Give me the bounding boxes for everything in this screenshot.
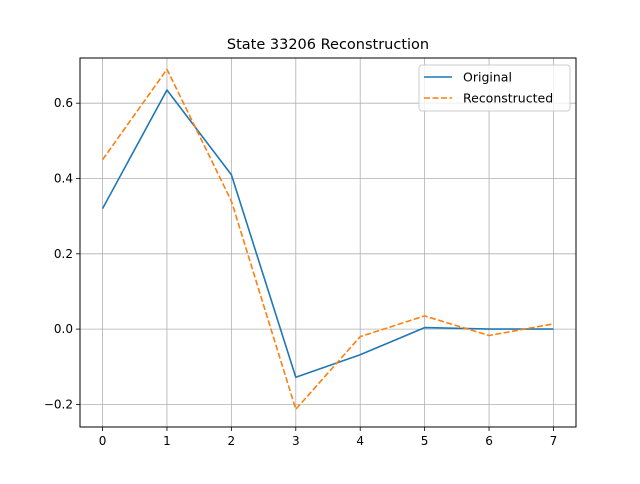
legend-box bbox=[418, 64, 571, 112]
y-tick-label: −0.2 bbox=[44, 397, 73, 411]
x-tick-label: 4 bbox=[356, 434, 364, 448]
x-tick-label: 2 bbox=[228, 434, 236, 448]
legend-label: Reconstructed bbox=[463, 91, 553, 106]
y-tick-label: 0.4 bbox=[54, 171, 73, 185]
x-tick-label: 5 bbox=[421, 434, 429, 448]
series-line-original bbox=[101, 89, 554, 379]
legend: Original Reconstructed bbox=[418, 64, 571, 112]
x-tick-label: 1 bbox=[163, 434, 171, 448]
y-tick-label: 0.6 bbox=[54, 96, 73, 110]
legend-label: Original bbox=[463, 70, 512, 85]
x-tick-label: 0 bbox=[99, 434, 107, 448]
x-tick-label: 7 bbox=[550, 434, 558, 448]
y-tick-label: 0.2 bbox=[54, 247, 73, 261]
x-tick-label: 3 bbox=[292, 434, 300, 448]
plot-area-frame bbox=[79, 57, 577, 428]
x-tick-label: 6 bbox=[485, 434, 493, 448]
chart-title: State 33206 Reconstruction bbox=[227, 37, 429, 53]
series-line-reconstructed bbox=[101, 68, 554, 411]
y-tick-label: 0.0 bbox=[54, 322, 73, 336]
